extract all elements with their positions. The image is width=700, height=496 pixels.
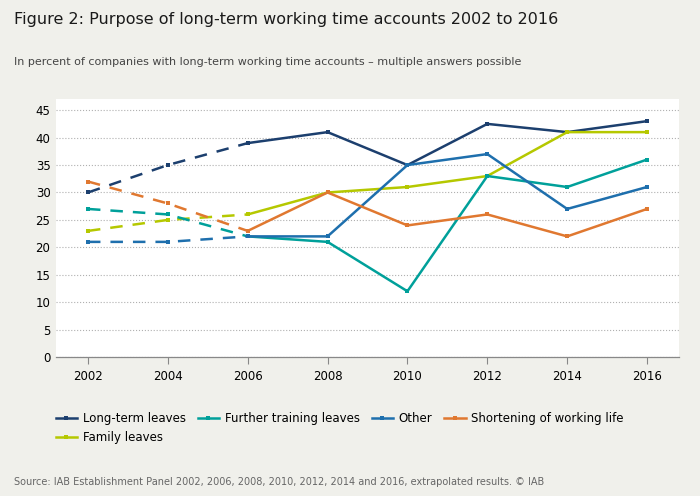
Text: Source: IAB Establishment Panel 2002, 2006, 2008, 2010, 2012, 2014 and 2016, ext: Source: IAB Establishment Panel 2002, 20… [14,477,545,487]
Legend: Long-term leaves, Family leaves, Further training leaves, Other, Shortening of w: Long-term leaves, Family leaves, Further… [56,412,624,444]
Text: In percent of companies with long-term working time accounts – multiple answers : In percent of companies with long-term w… [14,57,522,67]
Text: Figure 2: Purpose of long-term working time accounts 2002 to 2016: Figure 2: Purpose of long-term working t… [14,12,559,27]
